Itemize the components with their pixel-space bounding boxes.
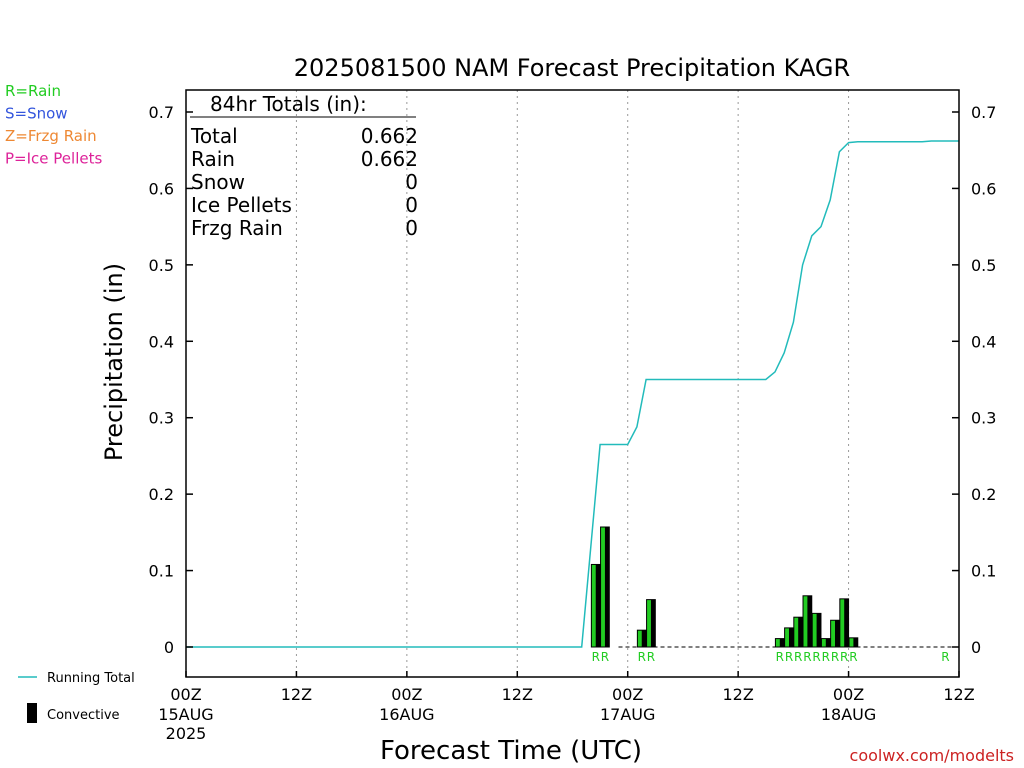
convective-bar-core bbox=[595, 564, 601, 647]
y-tick-label-right: 0.7 bbox=[971, 103, 996, 122]
running-total-legend-label: Running Total bbox=[47, 671, 135, 686]
y-tick-label-right: 0.2 bbox=[971, 485, 996, 504]
bar-ptype-label: R bbox=[822, 650, 830, 664]
bar-ptype-label: R bbox=[840, 650, 848, 664]
x-tick-label: 00Z bbox=[833, 685, 864, 704]
bar-ptype-label: R bbox=[941, 650, 949, 664]
convective-bar-core bbox=[788, 627, 794, 647]
y-tick-label-right: 0.3 bbox=[971, 409, 996, 428]
x-tick-date-label: 16AUG bbox=[379, 705, 434, 724]
bar-ptype-label: R bbox=[776, 650, 784, 664]
y-tick-label-right: 0.6 bbox=[971, 179, 996, 198]
convective-bar-core bbox=[779, 638, 785, 647]
ptype-legend-item: S=Snow bbox=[5, 105, 68, 123]
ptype-legend-item: Z=Frzg Rain bbox=[5, 127, 97, 145]
bar-ptype-label: R bbox=[803, 650, 811, 664]
convective-swatch bbox=[27, 703, 37, 723]
x-tick-label: 00Z bbox=[170, 685, 201, 704]
x-tick-label: 12Z bbox=[281, 685, 312, 704]
y-tick-label-left: 0 bbox=[164, 638, 174, 657]
y-tick-label-left: 0.7 bbox=[149, 103, 174, 122]
y-axis-label: Precipitation (in) bbox=[100, 263, 128, 461]
bar-ptype-label: R bbox=[812, 650, 820, 664]
bar-ptype-label: R bbox=[794, 650, 802, 664]
bar-ptype-label: R bbox=[785, 650, 793, 664]
plot-frame bbox=[185, 89, 960, 678]
totals-row-label: Frzg Rain bbox=[191, 216, 283, 240]
convective-bar-core bbox=[798, 617, 803, 647]
y-tick-label-left: 0.2 bbox=[149, 485, 174, 504]
convective-bar-core bbox=[650, 599, 656, 647]
ptype-legend-item: R=Rain bbox=[5, 82, 61, 100]
y-tick-label-left: 0.3 bbox=[149, 409, 174, 428]
convective-bar-core bbox=[816, 613, 821, 647]
x-tick-date-label: 18AUG bbox=[821, 705, 876, 724]
x-tick-label: 00Z bbox=[612, 685, 643, 704]
x-tick-label: 12Z bbox=[722, 685, 753, 704]
x-tick-year-label: 2025 bbox=[166, 724, 207, 743]
watermark: coolwx.com/modelts bbox=[850, 746, 1014, 765]
totals-row-value: 0.662 bbox=[361, 124, 418, 148]
x-tick-label: 12Z bbox=[502, 685, 533, 704]
totals-row-value: 0.662 bbox=[361, 147, 418, 171]
bar-ptype-label: R bbox=[638, 650, 646, 664]
convective-bar-core bbox=[641, 630, 647, 647]
series-running-total-line bbox=[186, 140, 959, 648]
totals-box: 84hr Totals (in): Total 0.662 Rain 0.662 Snow… bbox=[190, 92, 418, 240]
series-legend: Running Total Convective bbox=[18, 671, 135, 723]
bar-ptype-label: R bbox=[831, 650, 839, 664]
totals-row-value: 0 bbox=[405, 193, 418, 217]
convective-legend-label: Convective bbox=[47, 708, 120, 723]
totals-row-label: Ice Pellets bbox=[191, 193, 292, 217]
convective-bar-core bbox=[853, 637, 858, 647]
x-tick-label: 12Z bbox=[943, 685, 974, 704]
y-tick-label-right: 0.4 bbox=[971, 332, 996, 351]
x-tick-date-label: 15AUG bbox=[158, 705, 213, 724]
convective-bars bbox=[590, 526, 859, 648]
y-tick-label-right: 0.5 bbox=[971, 256, 996, 275]
convective-bar-core bbox=[825, 638, 831, 647]
totals-row-label: Total bbox=[190, 124, 238, 148]
totals-row-value: 0 bbox=[405, 170, 418, 194]
convective-bar-core bbox=[807, 595, 812, 647]
ptype-legend: R=Rain S=Snow Z=Frzg Rain P=Ice Pellets bbox=[5, 82, 102, 168]
totals-row-label: Snow bbox=[191, 170, 245, 194]
totals-row-value: 0 bbox=[405, 216, 418, 240]
y-tick-label-left: 0.1 bbox=[149, 562, 174, 581]
totals-row-label: Rain bbox=[191, 147, 235, 171]
bar-ptype-label: R bbox=[849, 650, 857, 664]
ptype-legend-item: P=Ice Pellets bbox=[5, 150, 102, 168]
totals-header: 84hr Totals (in): bbox=[210, 92, 367, 116]
y-tick-label-left: 0.5 bbox=[149, 256, 174, 275]
y-tick-label-left: 0.4 bbox=[149, 332, 174, 351]
y-tick-label-left: 0.6 bbox=[149, 179, 174, 198]
convective-bar-core bbox=[844, 598, 849, 647]
x-tick-label: 00Z bbox=[391, 685, 422, 704]
x-axis-label: Forecast Time (UTC) bbox=[380, 736, 642, 766]
vertical-gridlines bbox=[295, 90, 850, 677]
bar-ptype-label: R bbox=[601, 650, 609, 664]
convective-bar-core bbox=[834, 620, 840, 647]
chart-title: 2025081500 NAM Forecast Precipitation KA… bbox=[294, 54, 850, 82]
convective-bar-core bbox=[604, 527, 610, 647]
y-axis-left: 0 0.1 0.2 0.3 0.4 0.5 0.6 0.7 bbox=[149, 103, 193, 657]
y-tick-label-right: 0 bbox=[971, 638, 981, 657]
y-tick-label-right: 0.1 bbox=[971, 562, 996, 581]
y-axis-right: 0 0.1 0.2 0.3 0.4 0.5 0.6 0.7 bbox=[952, 103, 996, 657]
bar-ptype-label: R bbox=[592, 650, 600, 664]
x-tick-date-label: 17AUG bbox=[600, 705, 655, 724]
bar-ptype-label: R bbox=[647, 650, 655, 664]
